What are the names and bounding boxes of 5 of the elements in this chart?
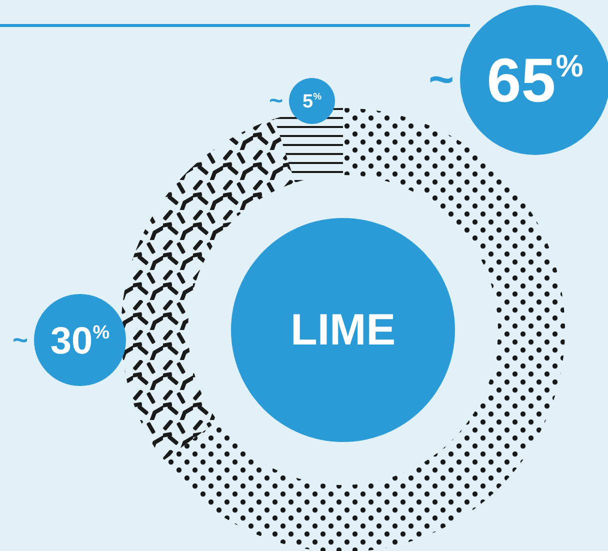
data-label: ~ 30$^{%}$ [12,320,110,362]
data-label: ~ 65$^{%}$ [428,46,584,116]
data-label: ~ 5$^{%}$ [269,88,322,114]
text: LIME [290,306,396,354]
donut-slice [121,118,296,460]
